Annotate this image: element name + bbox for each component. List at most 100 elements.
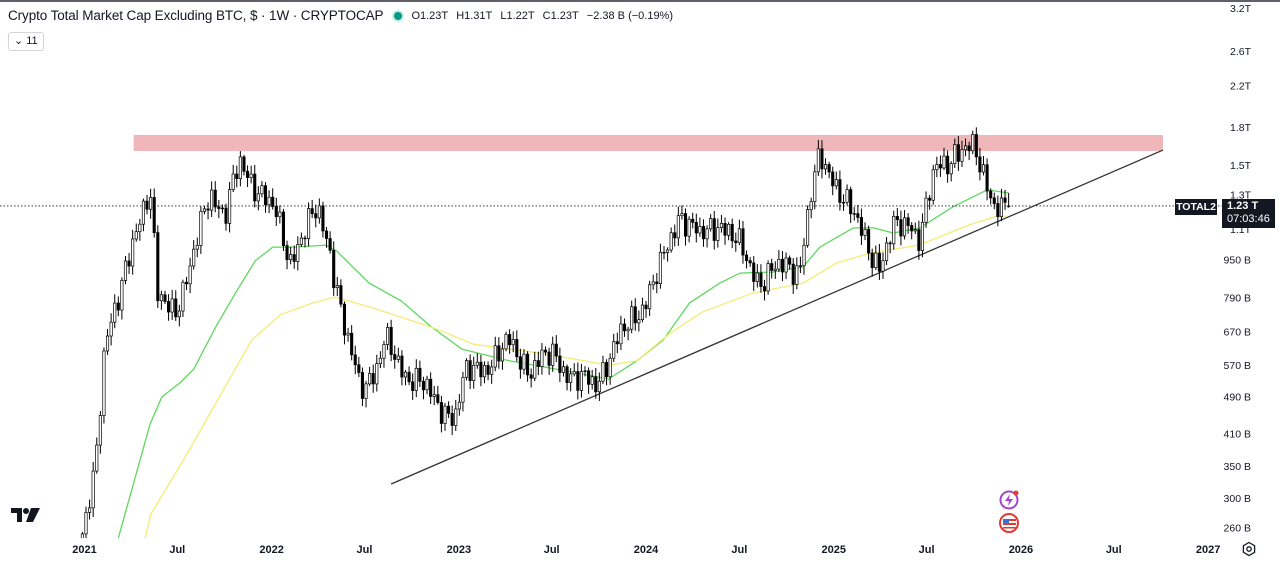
candle[interactable]	[350, 325, 354, 361]
candle[interactable]	[335, 276, 339, 296]
candle[interactable]	[705, 225, 709, 248]
candle[interactable]	[716, 218, 720, 248]
candle[interactable]	[935, 156, 939, 178]
candle[interactable]	[310, 199, 314, 218]
candle[interactable]	[626, 326, 630, 341]
candle[interactable]	[648, 280, 652, 316]
candle[interactable]	[199, 206, 203, 254]
candle[interactable]	[375, 354, 379, 392]
candle[interactable]	[795, 257, 799, 290]
candle[interactable]	[630, 300, 634, 334]
candle[interactable]	[490, 359, 494, 384]
candle[interactable]	[745, 250, 749, 269]
candle[interactable]	[938, 155, 942, 177]
candle[interactable]	[849, 186, 853, 223]
candle[interactable]	[339, 279, 343, 308]
candle[interactable]	[981, 156, 986, 176]
candle[interactable]	[892, 210, 896, 250]
candle[interactable]	[116, 296, 120, 317]
candle[interactable]	[224, 203, 228, 231]
candle[interactable]	[651, 274, 655, 290]
candle[interactable]	[263, 182, 268, 213]
candle[interactable]	[924, 191, 928, 228]
candle[interactable]	[587, 367, 591, 394]
candle[interactable]	[407, 366, 411, 386]
candle[interactable]	[292, 245, 296, 269]
candle[interactable]	[493, 336, 497, 372]
candle[interactable]	[242, 154, 246, 176]
candle[interactable]	[949, 161, 953, 182]
candle[interactable]	[464, 358, 469, 381]
candle[interactable]	[167, 294, 171, 321]
candle[interactable]	[874, 245, 878, 270]
candle[interactable]	[612, 333, 616, 362]
candle[interactable]	[841, 194, 846, 211]
candle[interactable]	[543, 346, 548, 356]
candle[interactable]	[120, 277, 124, 320]
candle[interactable]	[253, 164, 257, 208]
candle[interactable]	[540, 343, 544, 375]
candle[interactable]	[163, 290, 167, 304]
candle[interactable]	[755, 264, 759, 288]
candle[interactable]	[971, 130, 975, 155]
candle[interactable]	[974, 127, 978, 166]
candle[interactable]	[701, 219, 706, 247]
symbol-title[interactable]: Crypto Total Market Cap Excluding BTC, $…	[8, 8, 384, 23]
candle[interactable]	[500, 342, 504, 370]
candle[interactable]	[195, 237, 199, 258]
candle[interactable]	[80, 531, 84, 559]
candle[interactable]	[813, 164, 817, 210]
candle[interactable]	[260, 181, 264, 198]
candle[interactable]	[899, 210, 903, 246]
candle[interactable]	[368, 366, 372, 386]
candle[interactable]	[274, 197, 278, 226]
candle[interactable]	[393, 345, 397, 369]
candle[interactable]	[913, 222, 917, 235]
candle[interactable]	[386, 322, 390, 351]
candle[interactable]	[220, 204, 224, 214]
candle[interactable]	[314, 204, 318, 228]
candle[interactable]	[569, 368, 573, 392]
candle[interactable]	[324, 226, 329, 248]
candle[interactable]	[174, 290, 178, 321]
resistance-zone[interactable]	[133, 134, 1164, 151]
candle[interactable]	[798, 256, 802, 274]
candle[interactable]	[820, 140, 824, 179]
candle[interactable]	[604, 359, 609, 386]
candle[interactable]	[931, 164, 935, 205]
candle[interactable]	[454, 399, 458, 431]
candle[interactable]	[113, 294, 117, 329]
candle[interactable]	[217, 199, 221, 219]
settings-gear-icon[interactable]	[1241, 541, 1257, 557]
candle[interactable]	[960, 140, 964, 167]
indicators-toggle-button[interactable]: ⌄ 11	[8, 32, 44, 51]
candle[interactable]	[576, 362, 580, 400]
candle[interactable]	[881, 252, 885, 279]
candle[interactable]	[676, 206, 680, 246]
candle[interactable]	[870, 248, 874, 277]
candle[interactable]	[691, 212, 695, 229]
candle[interactable]	[479, 354, 483, 387]
candle[interactable]	[1007, 192, 1011, 208]
candle[interactable]	[105, 329, 110, 355]
candle[interactable]	[238, 151, 242, 187]
candle[interactable]	[1003, 189, 1007, 210]
candle[interactable]	[867, 225, 871, 261]
candle[interactable]	[529, 368, 533, 388]
candle[interactable]	[917, 220, 921, 260]
candle[interactable]	[346, 327, 350, 342]
candle[interactable]	[281, 208, 286, 251]
candle[interactable]	[748, 257, 752, 267]
candle[interactable]	[978, 147, 982, 181]
candle[interactable]	[296, 236, 300, 271]
candle[interactable]	[662, 245, 666, 260]
candle[interactable]	[472, 356, 476, 389]
candle[interactable]	[228, 181, 232, 233]
candle[interactable]	[278, 205, 282, 224]
candle[interactable]	[88, 499, 92, 520]
candle[interactable]	[414, 359, 418, 398]
candle[interactable]	[127, 253, 131, 275]
candle[interactable]	[687, 216, 691, 243]
candle[interactable]	[953, 138, 957, 169]
